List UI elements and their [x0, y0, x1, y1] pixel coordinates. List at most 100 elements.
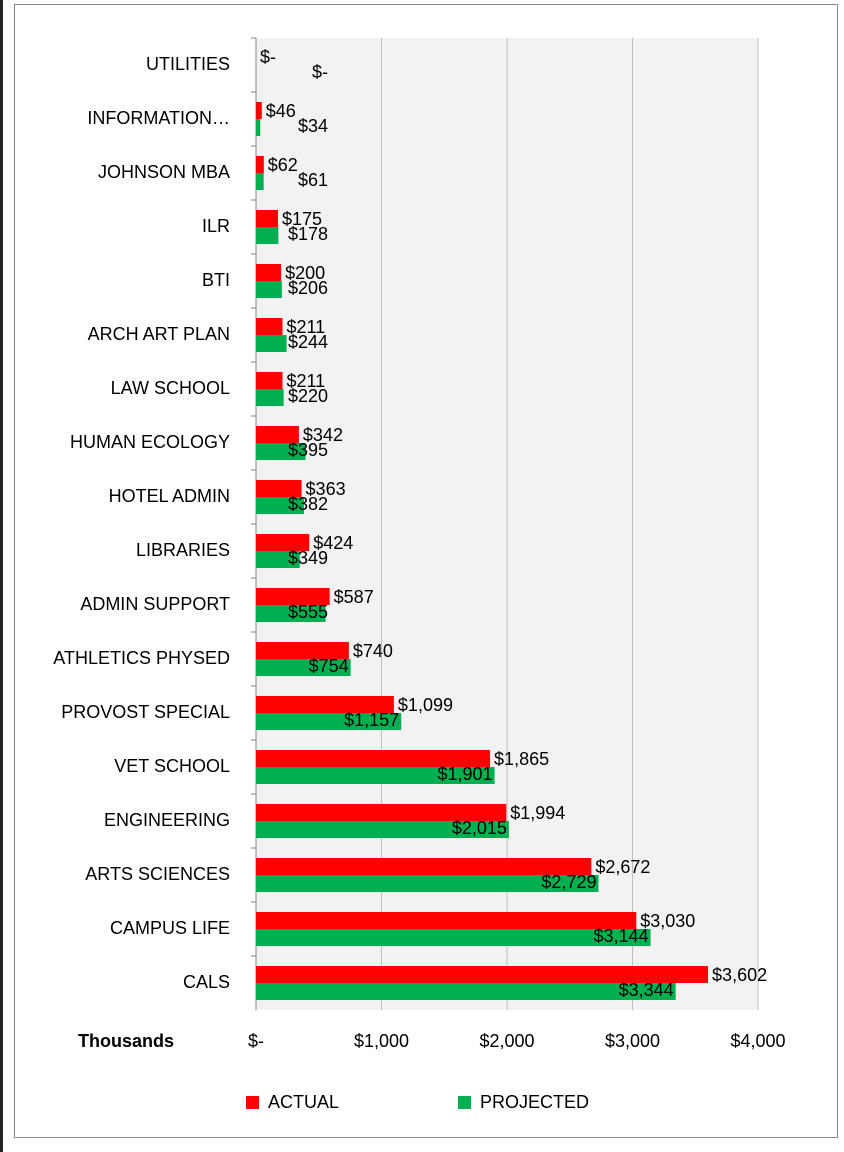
- bar: [256, 696, 394, 713]
- bar: [256, 588, 330, 605]
- y-tick-label: ATHLETICS PHYSED: [53, 648, 230, 668]
- data-label: $587: [334, 587, 374, 607]
- legend-label: PROJECTED: [480, 1092, 589, 1112]
- bar: [256, 659, 351, 676]
- bar: [256, 534, 310, 551]
- data-label: $3,144: [594, 926, 649, 946]
- y-tick-label: ILR: [202, 216, 230, 236]
- data-label: $382: [288, 494, 328, 514]
- data-label: $2,729: [541, 872, 596, 892]
- bar: [256, 605, 326, 622]
- bar: [256, 767, 495, 784]
- data-label: $395: [288, 440, 328, 460]
- data-label: $206: [288, 278, 328, 298]
- bar: [256, 480, 302, 497]
- bar: [256, 389, 284, 406]
- y-tick-label: INFORMATION…: [87, 108, 230, 128]
- x-tick-label: $1,000: [354, 1031, 409, 1051]
- x-tick-label: $-: [248, 1031, 264, 1051]
- data-label: $1,994: [510, 803, 565, 823]
- bar: [256, 858, 592, 875]
- data-label: $-: [312, 62, 328, 82]
- data-label: $34: [298, 116, 328, 136]
- y-tick-label: UTILITIES: [146, 54, 230, 74]
- x-tick-label: $3,000: [605, 1031, 660, 1051]
- data-label: $-: [260, 47, 276, 67]
- bar: [256, 642, 349, 659]
- y-tick-label: BTI: [202, 270, 230, 290]
- x-axis-label: Thousands: [78, 1031, 174, 1051]
- data-label: $2,015: [452, 818, 507, 838]
- bar: [256, 264, 282, 281]
- bar: [256, 551, 300, 568]
- bar: [256, 335, 287, 352]
- data-label: $3,602: [712, 965, 767, 985]
- bar: [256, 281, 282, 298]
- y-tick-label: ARTS SCIENCES: [85, 864, 230, 884]
- legend-label: ACTUAL: [268, 1092, 339, 1112]
- data-label: $363: [306, 479, 346, 499]
- y-tick-label: PROVOST SPECIAL: [61, 702, 230, 722]
- data-label: $211: [286, 371, 325, 391]
- data-label: $244: [288, 332, 328, 352]
- bar: [256, 210, 278, 227]
- legend-swatch: [246, 1096, 259, 1109]
- y-tick-label: HOTEL ADMIN: [109, 486, 230, 506]
- left-edge: [0, 0, 3, 1152]
- data-label: $220: [288, 386, 328, 406]
- data-label: $740: [353, 641, 393, 661]
- data-label: $1,099: [398, 695, 453, 715]
- bar: [256, 173, 264, 190]
- bar: [256, 875, 599, 892]
- data-label: $3,030: [640, 911, 695, 931]
- bar: [256, 983, 676, 1000]
- bar: [256, 227, 279, 244]
- data-label: $342: [303, 425, 343, 445]
- data-label: $1,865: [494, 749, 549, 769]
- bar: [256, 497, 304, 514]
- data-label: $175: [282, 209, 322, 229]
- y-tick-label: VET SCHOOL: [114, 756, 230, 776]
- bar: [256, 804, 507, 821]
- bar: [256, 713, 402, 730]
- data-label: $61: [298, 170, 328, 190]
- y-tick-label: CALS: [183, 972, 230, 992]
- data-label: $1,901: [438, 764, 493, 784]
- bar: [256, 318, 283, 335]
- y-tick-label: ENGINEERING: [104, 810, 230, 830]
- y-tick-label: LAW SCHOOL: [111, 378, 230, 398]
- data-label: $211: [286, 317, 325, 337]
- legend-swatch: [458, 1096, 471, 1109]
- bar: [256, 102, 262, 119]
- y-tick-label: LIBRARIES: [136, 540, 230, 560]
- data-label: $200: [285, 263, 325, 283]
- bar: [256, 156, 264, 173]
- y-tick-label: ADMIN SUPPORT: [80, 594, 230, 614]
- y-tick-label: ARCH ART PLAN: [88, 324, 230, 344]
- x-tick-label: $2,000: [479, 1031, 534, 1051]
- bar: [256, 821, 509, 838]
- x-tick-label: $4,000: [730, 1031, 785, 1051]
- y-tick-label: CAMPUS LIFE: [110, 918, 230, 938]
- data-label: $2,672: [595, 857, 650, 877]
- data-label: $754: [309, 656, 349, 676]
- data-label: $349: [288, 548, 328, 568]
- y-tick-label: HUMAN ECOLOGY: [70, 432, 230, 452]
- y-tick-label: JOHNSON MBA: [98, 162, 230, 182]
- data-label: $3,344: [619, 980, 674, 1000]
- bar: [256, 929, 651, 946]
- bar: [256, 426, 299, 443]
- data-label: $178: [288, 224, 328, 244]
- bar: [256, 966, 709, 983]
- data-label: $424: [313, 533, 353, 553]
- data-label: $62: [268, 155, 298, 175]
- data-label: $46: [266, 101, 296, 121]
- data-label: $1,157: [344, 710, 399, 730]
- bar: [256, 912, 637, 929]
- bar: [256, 443, 306, 460]
- bar: [256, 372, 283, 389]
- bar: [256, 119, 261, 136]
- data-label: $555: [288, 602, 328, 622]
- bar: [256, 750, 491, 767]
